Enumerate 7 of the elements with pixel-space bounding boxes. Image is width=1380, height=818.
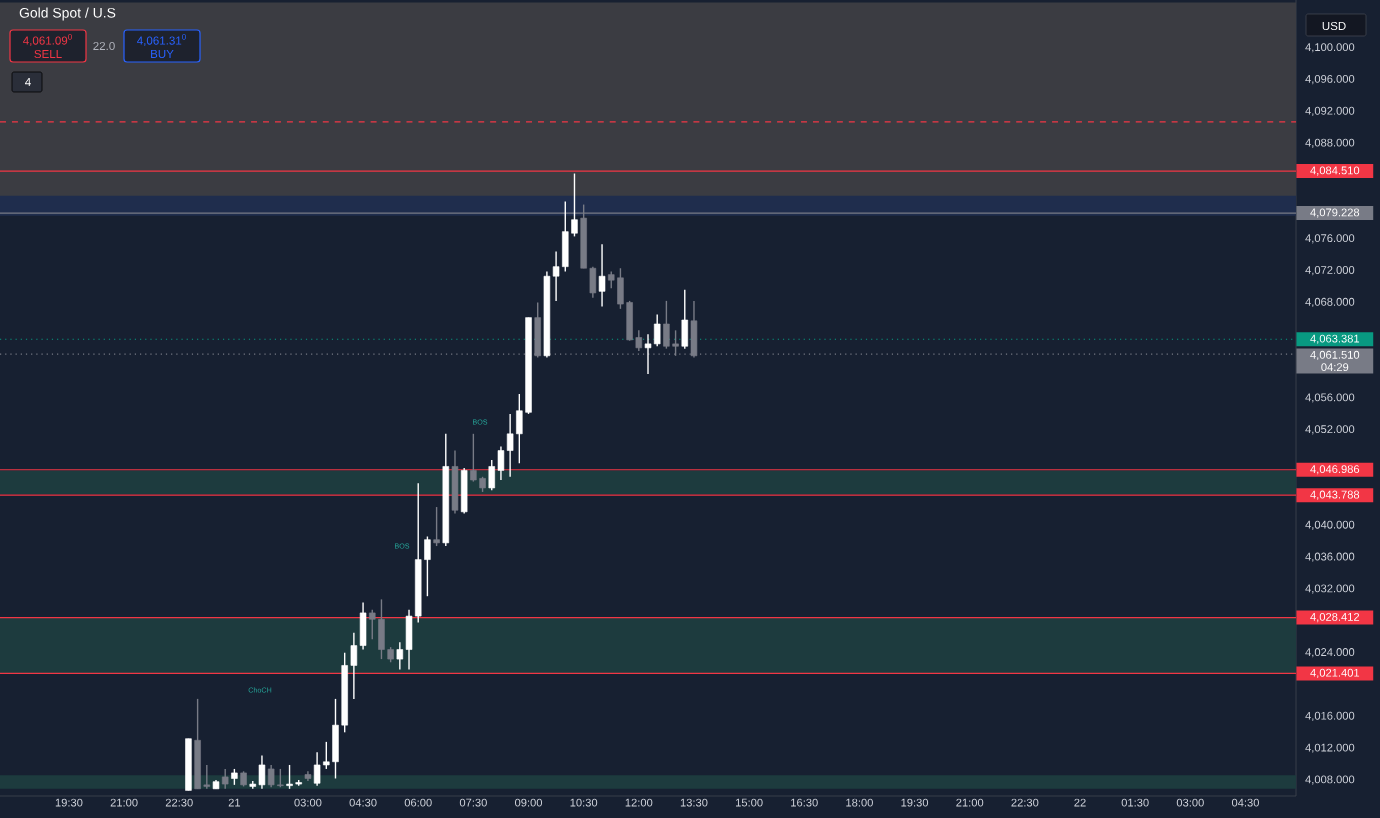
candlestick xyxy=(534,301,541,359)
candlestick xyxy=(221,768,229,790)
candlestick xyxy=(460,467,468,515)
candlestick xyxy=(681,289,689,350)
candlestick xyxy=(451,449,459,515)
candlestick xyxy=(598,243,606,308)
candlestick xyxy=(433,506,440,547)
